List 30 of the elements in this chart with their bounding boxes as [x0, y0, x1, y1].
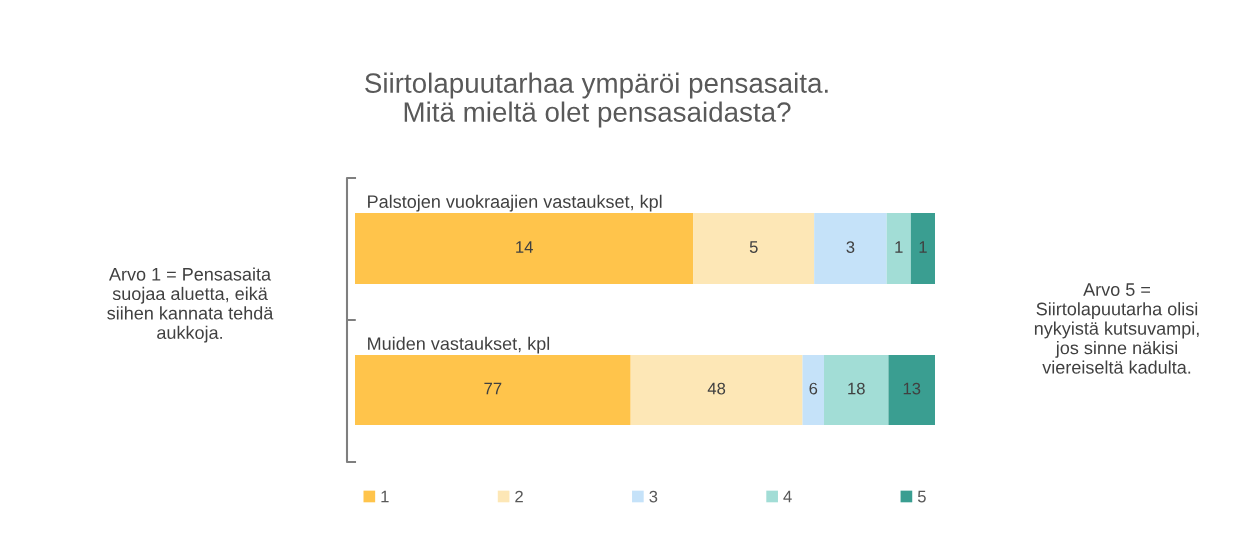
text: Arvo 1 = Pensasaita suojaa aluetta, eikä siihen kannata tehdä aukkoja. — [107, 267, 274, 343]
data-label: 77 — [484, 382, 502, 395]
legend-label: 2 — [515, 490, 523, 503]
data-label: 5 — [749, 241, 758, 253]
legend-label: 4 — [783, 490, 792, 503]
chart-title: Siirtolapuutarhaa ympäröi pensasaita. Mitä mieltä olet pensasaidasta? — [365, 72, 828, 128]
bar — [888, 355, 935, 425]
bar — [630, 355, 803, 425]
chart-subtitle: Muiden vastaukset, kpl — [368, 336, 550, 354]
data-label: 13 — [903, 382, 921, 395]
data-label: 18 — [848, 382, 865, 395]
legend-label: 1 — [381, 490, 389, 503]
data-label: 1 — [919, 241, 927, 253]
bar — [693, 213, 815, 284]
legend-label: 5 — [917, 490, 926, 503]
chart-subtitle: Palstojen vuokraajien vastaukset, kpl — [368, 194, 662, 212]
bar — [802, 355, 825, 425]
bar — [824, 355, 889, 425]
bar — [355, 213, 694, 284]
bar — [886, 213, 911, 284]
data-label: 6 — [809, 382, 818, 395]
data-label: 1 — [895, 241, 903, 253]
text: Arvo 5 = Siirtolapuutarha olisi nykyistä kutsuvampi, jos sinne näkisi viereiseltä kadulta. — [1034, 283, 1199, 374]
legend-label: 3 — [649, 490, 658, 503]
data-label: 14 — [516, 241, 533, 253]
bar — [814, 213, 887, 284]
data-label: 3 — [846, 241, 855, 253]
data-label: 48 — [707, 382, 726, 395]
bar — [910, 213, 935, 284]
bar — [355, 355, 631, 425]
